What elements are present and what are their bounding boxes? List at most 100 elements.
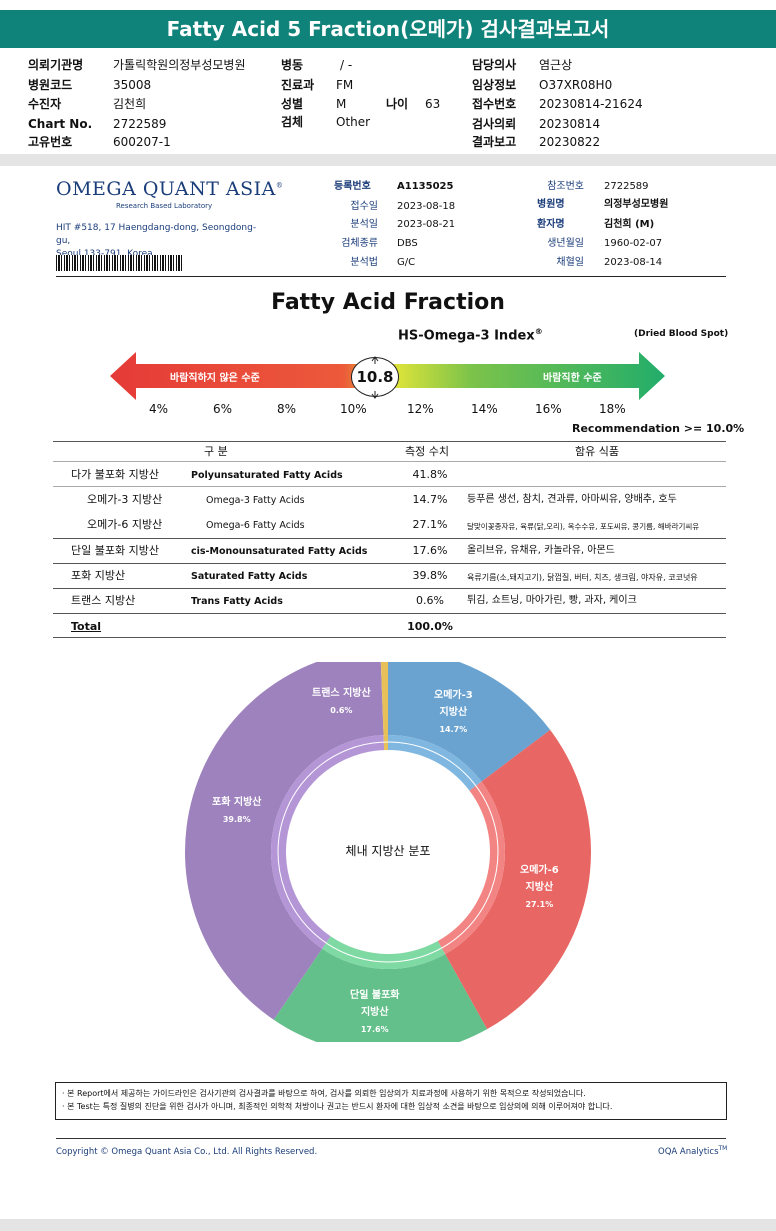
header-label-department: 진료과: [281, 78, 315, 92]
info-label-analyzed: 분석일: [350, 219, 378, 230]
footer-brand: OQA AnalyticsTM: [658, 1145, 728, 1157]
info-label-collection-date: 채혈일: [556, 257, 584, 268]
lab-brand: OMEGA QUANT ASIA®: [56, 178, 284, 200]
tick-label: 8%: [277, 402, 297, 416]
disclaimer-line: · 본 Test는 특정 질병의 진단을 위한 검사가 아니며, 최종적인 의학…: [62, 1102, 613, 1111]
recommendation: Recommendation >= 10.0%: [572, 422, 745, 435]
header-label-receipt-no: 접수번호: [472, 97, 517, 111]
info-label-hospital-name: 병원명: [537, 199, 565, 210]
row-omega6-food: 달맞이꽃종자유, 육류(닭,오리), 옥수수유, 포도씨유, 콩기름, 해바라기…: [467, 522, 700, 531]
slice-label-omega6: 오메가-6 지방산 27.1%: [520, 865, 559, 909]
info-label-registration: 등록번호: [334, 181, 371, 192]
row-mufa-ko: 단일 불포화 지방산: [71, 544, 159, 557]
slice-omega6: [445, 729, 591, 1030]
header-value-age: 63: [425, 97, 441, 111]
slice-mufa: [273, 948, 488, 1042]
slice-label-sfa: 포화 지방산 39.8%: [212, 797, 262, 824]
header-value-institution: 가톨릭학원의정부성모병원: [113, 58, 246, 72]
table-bottom-rule: [53, 637, 726, 638]
row-pufa-ko: 다가 불포화 지방산: [71, 468, 159, 481]
row-sfa-value: 39.8%: [412, 569, 448, 582]
header-value-ward: / -: [340, 58, 353, 72]
header-value-report-date: 20230822: [539, 135, 601, 149]
report-title: Fatty Acid 5 Fraction(오메가) 검사결과보고서: [0, 10, 776, 48]
slice-sfa-inner: [271, 735, 385, 949]
slice-mufa-inner: [322, 936, 446, 969]
header-label-age: 나이: [386, 97, 409, 111]
row-sfa-food: 육류기름(소,돼지고기), 닭껍질, 버터, 치즈, 생크림, 야자유, 코코넛…: [467, 573, 698, 582]
table-top-rule: [53, 441, 726, 442]
header-label-doctor: 담당의사: [472, 58, 517, 72]
index-title: HS-Omega-3 Index®: [398, 327, 543, 344]
info-value-analyzed: 2023-08-21: [397, 219, 456, 230]
row-mufa-value: 17.6%: [412, 544, 448, 557]
slice-omega3: [388, 662, 551, 782]
barcode: [56, 255, 184, 271]
header-value-clinical-info: O37XR08H0: [539, 78, 613, 92]
donut-center-title: 체내 지방산 분포: [345, 844, 431, 858]
row-omega3-food: 등푸른 생선, 참치, 견과류, 아마씨유, 양배추, 호두: [467, 494, 677, 505]
table-row-rule: [53, 613, 726, 614]
tick-label: 16%: [535, 402, 562, 416]
header-value-department: FM: [336, 78, 354, 92]
row-trans-ko: 트랜스 지방산: [71, 594, 136, 607]
slice-omega6-inner: [437, 781, 505, 955]
header-label-unique-no: 고유번호: [28, 135, 73, 149]
tick-label: 10%: [340, 402, 367, 416]
info-divider: [56, 276, 726, 277]
col-header-value: 측정 수치: [405, 445, 449, 458]
col-header-food: 함유 식품: [575, 445, 619, 458]
info-value-hospital-name: 의정부성모병원: [604, 199, 669, 210]
info-label-reference: 참조번호: [547, 181, 584, 192]
header-value-chart-no: 2722589: [113, 117, 167, 131]
header-label-institution: 의뢰기관명: [28, 58, 84, 72]
tick-label: 14%: [471, 402, 498, 416]
row-pufa-value: 41.8%: [412, 468, 448, 481]
lab-logo: OMEGA QUANT ASIA® Research Based Laborat…: [56, 178, 284, 210]
row-pufa-en: Polyunsaturated Fatty Acids: [191, 470, 343, 481]
total-label: Total: [71, 620, 102, 633]
tick-label: 6%: [213, 402, 233, 416]
info-label-received: 접수일: [350, 201, 378, 212]
info-label-method: 분석법: [350, 257, 378, 268]
total-value: 100.0%: [407, 620, 453, 633]
info-value-birthdate: 1960-02-07: [604, 238, 663, 249]
info-value-patient-name: 김천희 (M): [604, 219, 655, 230]
tick-label: 4%: [149, 402, 169, 416]
row-trans-en: Trans Fatty Acids: [191, 596, 283, 607]
disclaimer-box: · 본 Report에서 제공하는 가이드라인은 검사기관의 검사결과를 바탕으…: [55, 1082, 727, 1120]
row-trans-food: 튀김, 쇼트닝, 마아가린, 빵, 과자, 케이크: [467, 595, 637, 606]
col-header-category: 구 분: [204, 445, 228, 458]
good-level-label: 바람직한 수준: [543, 373, 602, 384]
info-value-collection-date: 2023-08-14: [604, 257, 663, 268]
row-omega6-en: Omega-6 Fatty Acids: [206, 520, 305, 531]
header-value-doctor: 염근상: [539, 58, 573, 72]
header-label-chart-no: Chart No.: [28, 117, 93, 131]
info-label-specimen-type: 검체종류: [341, 238, 378, 249]
header-label-clinical-info: 임상정보: [472, 78, 517, 92]
header-value-sex: M: [336, 97, 347, 111]
header-label-sex: 성별: [281, 97, 304, 111]
info-value-received: 2023-08-18: [397, 201, 456, 212]
slice-omega3-inner: [388, 735, 482, 791]
header-separator: [0, 154, 776, 166]
info-label-birthdate: 생년월일: [547, 238, 584, 249]
slice-label-omega3: 오메가-3 지방산 14.7%: [434, 690, 473, 734]
info-value-specimen-type: DBS: [397, 238, 418, 249]
table-header-rule: [53, 461, 726, 462]
copyright: Copyright © Omega Quant Asia Co., Ltd. A…: [56, 1147, 318, 1157]
footer-divider: [56, 1138, 726, 1139]
row-sfa-en: Saturated Fatty Acids: [191, 571, 308, 582]
info-value-reference: 2722589: [604, 181, 649, 192]
bottom-separator: [0, 1219, 776, 1231]
row-mufa-en: cis-Monounsaturated Fatty Acids: [191, 546, 368, 557]
table-row-rule: [53, 486, 726, 487]
row-omega6-value: 27.1%: [412, 518, 448, 531]
row-omega3-en: Omega-3 Fatty Acids: [206, 495, 305, 506]
info-label-patient-name: 환자명: [537, 219, 565, 230]
tick-label: 12%: [407, 402, 434, 416]
header-label-hospital-code: 병원코드: [28, 78, 73, 92]
row-omega3-ko: 오메가-3 지방산: [87, 493, 163, 506]
info-value-registration: A1135025: [397, 181, 454, 192]
section-title: Fatty Acid Fraction: [271, 290, 505, 315]
